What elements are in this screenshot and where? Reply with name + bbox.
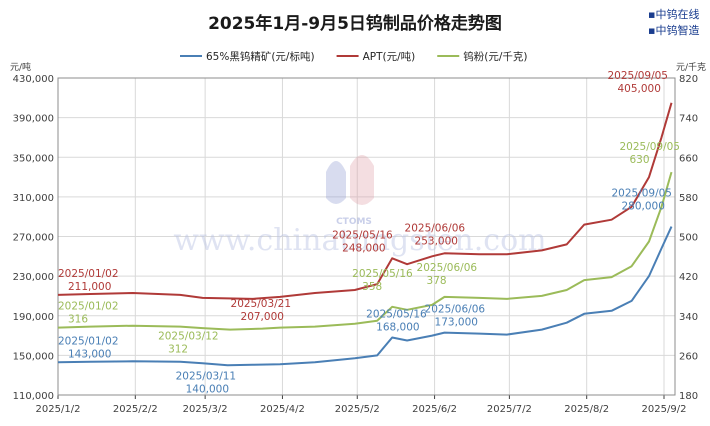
annotation-value: 173,000 [435, 317, 478, 329]
annotation-value: 312 [168, 344, 188, 356]
axes: 110,000 180 150,000 260 190,000 340 230,000 420… [10, 61, 706, 415]
series-lines [57, 102, 673, 367]
y-right-tick-label: 340 [679, 312, 698, 323]
annotation-date: 2025/06/06 [405, 222, 466, 234]
y-right-tick-label: 740 [679, 114, 698, 125]
y-right-tick-label: 420 [679, 272, 698, 283]
annotation-value: 358 [362, 281, 382, 293]
y-left-tick-label: 390,000 [13, 114, 54, 125]
x-tick-label: 2025/1/2 [36, 404, 81, 415]
annotation-value: 378 [427, 275, 447, 287]
plot-frame [57, 77, 676, 396]
annotation-value: 248,000 [342, 242, 385, 254]
y-right-tick-label: 820 [679, 74, 698, 85]
watermark-logo-right [350, 155, 374, 205]
annotation-value: 405,000 [617, 83, 660, 95]
annotation-date: 2025/06/06 [425, 304, 486, 316]
x-tick-label: 2025/4/2 [260, 404, 305, 415]
annotation-value: 140,000 [186, 383, 229, 395]
annotation-date: 2025/03/11 [176, 370, 237, 382]
annotation-date: 2025/05/16 [332, 229, 393, 241]
watermark-logo-text: CTOMS [336, 217, 372, 227]
annotation-value: 168,000 [376, 322, 419, 334]
x-tick-label: 2025/3/2 [183, 404, 228, 415]
series-line-1 [57, 102, 673, 300]
y-left-tick-label: 350,000 [13, 153, 54, 164]
annotation-value: 253,000 [415, 235, 458, 247]
y-right-tick-label: 500 [679, 233, 698, 244]
x-tick-label: 2025/5/2 [335, 404, 380, 415]
annotation-value: 211,000 [68, 281, 111, 293]
annotation-date: 2025/05/16 [352, 268, 413, 280]
y-left-tick-label: 230,000 [13, 272, 54, 283]
annotation-date: 2025/09/05 [619, 141, 680, 153]
brand-icon: ▪ [648, 8, 656, 21]
watermark-logo-left [326, 161, 346, 204]
y-left-tick-label: 430,000 [13, 74, 54, 85]
series-line-2 [57, 171, 673, 331]
annotation-date: 2025/03/21 [231, 298, 292, 310]
x-tick-label: 2025/2/2 [113, 404, 158, 415]
chart-title: 2025年1月-9月5日钨制品价格走势图 [208, 13, 502, 34]
watermark-url: www.chinatungsten.com [173, 223, 546, 258]
x-tick-label: 2025/6/2 [412, 404, 457, 415]
y-left-tick-label: 150,000 [13, 351, 54, 362]
annotation-date: 2025/09/05 [611, 188, 672, 200]
annotation-value: 143,000 [68, 348, 111, 360]
annotation-date: 2025/09/05 [607, 70, 668, 82]
annotation-date: 2025/01/02 [58, 335, 119, 347]
annotations: 2025/01/02143,0002025/03/11140,0002025/0… [58, 70, 680, 396]
y-left-tick-label: 190,000 [13, 312, 54, 323]
annotation-value: 280,000 [621, 201, 664, 213]
annotation-date: 2025/06/06 [417, 262, 478, 274]
y-left-unit: 元/吨 [10, 61, 31, 73]
annotation-date: 2025/05/16 [366, 309, 427, 321]
annotation-date: 2025/03/12 [158, 331, 219, 343]
legend-label-2: 钨粉(元/千克) [463, 50, 527, 63]
brand-line-1: ▪中钨在线 [648, 8, 700, 21]
series-line-0 [57, 226, 673, 367]
y-right-tick-label: 660 [679, 153, 698, 164]
y-left-tick-label: 110,000 [13, 391, 54, 402]
legend: 65%黑钨精矿(元/标吨) APT(元/吨) 钨粉(元/千克) [180, 50, 527, 63]
legend-label-1: APT(元/吨) [363, 50, 416, 63]
y-left-tick-label: 270,000 [13, 233, 54, 244]
y-left-tick-label: 310,000 [13, 193, 54, 204]
x-tick-label: 2025/9/2 [642, 404, 687, 415]
brand-icon: ▪ [648, 24, 656, 37]
annotation-value: 207,000 [241, 311, 284, 323]
x-tick-label: 2025/8/2 [564, 404, 609, 415]
legend-label-0: 65%黑钨精矿(元/标吨) [206, 50, 315, 63]
brand-line-2: ▪中钨智造 [648, 24, 700, 37]
annotation-value: 316 [68, 314, 88, 326]
y-right-tick-label: 180 [679, 391, 698, 402]
y-right-tick-label: 580 [679, 193, 698, 204]
annotation-value: 630 [629, 154, 649, 166]
annotation-date: 2025/01/02 [58, 301, 119, 313]
gridlines [57, 77, 675, 396]
x-tick-label: 2025/7/2 [487, 404, 532, 415]
y-right-tick-label: 260 [679, 351, 698, 362]
annotation-date: 2025/01/02 [58, 268, 119, 280]
y-right-unit: 元/千克 [676, 62, 706, 73]
